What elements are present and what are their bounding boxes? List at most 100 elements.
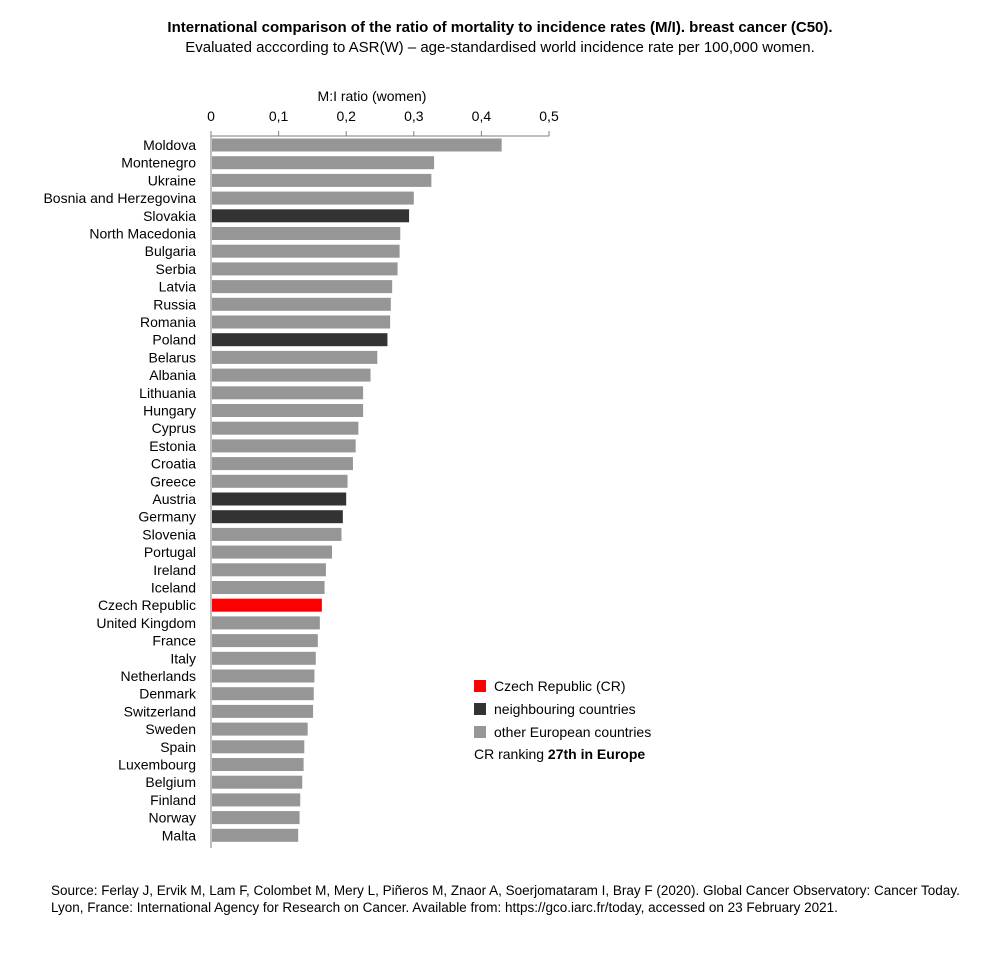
bar bbox=[212, 828, 299, 842]
category-label: Iceland bbox=[151, 580, 196, 596]
bar bbox=[212, 173, 432, 187]
category-label: Belgium bbox=[145, 774, 196, 790]
bar bbox=[212, 227, 401, 240]
bar bbox=[212, 421, 359, 435]
legend-item-other: other European countries bbox=[474, 720, 651, 743]
bar bbox=[212, 634, 318, 648]
category-label: Belarus bbox=[149, 349, 196, 365]
bar bbox=[212, 598, 322, 612]
category-label: Sweden bbox=[145, 721, 196, 737]
category-label: Czech Republic bbox=[98, 597, 196, 613]
x-axis-title: M:I ratio (women) bbox=[318, 88, 427, 104]
category-label: Ireland bbox=[153, 562, 196, 578]
category-label: Montenegro bbox=[121, 155, 196, 171]
bar bbox=[212, 811, 300, 825]
category-label: Albania bbox=[149, 367, 196, 383]
category-label: Austria bbox=[152, 491, 196, 507]
category-label: Ukraine bbox=[148, 172, 196, 188]
bar bbox=[212, 191, 414, 205]
category-label: Malta bbox=[162, 827, 196, 843]
category-label: Lithuania bbox=[139, 385, 196, 401]
bar bbox=[212, 651, 316, 665]
bar bbox=[212, 510, 343, 524]
category-label: Germany bbox=[138, 509, 196, 525]
legend-item-cr: Czech Republic (CR) bbox=[474, 674, 651, 697]
bar bbox=[212, 368, 371, 382]
bar bbox=[212, 209, 410, 223]
bar bbox=[212, 404, 364, 417]
bar bbox=[212, 297, 391, 311]
category-label: Greece bbox=[150, 473, 196, 489]
category-label: Serbia bbox=[156, 261, 197, 277]
bar bbox=[212, 244, 400, 258]
category-label: France bbox=[152, 633, 196, 649]
bar bbox=[212, 474, 348, 488]
chart-title: International comparison of the ratio of… bbox=[167, 19, 833, 36]
category-label: Russia bbox=[153, 296, 196, 312]
category-label: Switzerland bbox=[124, 703, 196, 719]
category-label: Croatia bbox=[151, 456, 196, 472]
category-label: Moldova bbox=[143, 137, 196, 153]
category-label: Romania bbox=[140, 314, 196, 330]
x-tick-label: 0,3 bbox=[404, 108, 424, 124]
bar bbox=[212, 775, 303, 789]
cr-ranking-prefix: CR ranking bbox=[474, 746, 548, 762]
legend-label-cr: Czech Republic (CR) bbox=[494, 677, 626, 694]
bar bbox=[212, 457, 353, 471]
bar bbox=[212, 315, 391, 329]
bar bbox=[212, 669, 315, 683]
chart-subtitle: Evaluated acccording to ASR(W) – age-sta… bbox=[185, 39, 815, 56]
category-label: Cyprus bbox=[152, 420, 196, 436]
category-label: Estonia bbox=[149, 438, 196, 454]
legend-swatch-neighbouring bbox=[474, 702, 486, 715]
bar bbox=[212, 527, 342, 541]
bar bbox=[212, 581, 325, 594]
category-label: Denmark bbox=[139, 686, 197, 702]
category-label: Slovakia bbox=[143, 208, 196, 224]
bar bbox=[212, 793, 301, 807]
bar bbox=[212, 616, 320, 630]
bar bbox=[212, 722, 308, 736]
category-label: United Kingdom bbox=[96, 615, 196, 631]
bar bbox=[212, 156, 435, 170]
bar bbox=[212, 138, 502, 152]
bar bbox=[212, 740, 305, 754]
legend-swatch-other bbox=[474, 725, 486, 738]
bar-chart: M:I ratio (women) 0 0,1 0,2 0,3 0,4 0,5 Moldova… bbox=[43, 88, 559, 848]
category-label: Bulgaria bbox=[145, 243, 197, 259]
category-label: Portugal bbox=[144, 544, 196, 560]
legend-label-neighbouring: neighbouring countries bbox=[494, 700, 636, 717]
category-label: Netherlands bbox=[121, 668, 197, 684]
category-label: Bosnia and Herzegovina bbox=[43, 190, 196, 206]
bar bbox=[212, 333, 388, 347]
x-tick-label: 0,5 bbox=[539, 108, 559, 124]
category-label: Italy bbox=[170, 650, 196, 666]
x-tick-label: 0,1 bbox=[269, 108, 289, 124]
category-label: Luxembourg bbox=[118, 757, 196, 773]
bar bbox=[212, 704, 314, 718]
bar bbox=[212, 280, 393, 294]
x-tick-label: 0,2 bbox=[336, 108, 356, 124]
bar bbox=[212, 563, 326, 577]
cr-ranking-value: 27th in Europe bbox=[547, 746, 646, 762]
cr-ranking: CR ranking 27th in Europe bbox=[474, 743, 651, 766]
bar bbox=[212, 350, 378, 364]
bar bbox=[212, 386, 364, 400]
source-note: Source: Ferlay J, Ervik M, Lam F, Colomb… bbox=[51, 883, 960, 915]
category-label: Hungary bbox=[143, 403, 196, 419]
x-tick-label: 0,4 bbox=[472, 108, 492, 124]
category-label: Slovenia bbox=[142, 526, 196, 542]
category-label: Norway bbox=[149, 810, 196, 826]
legend-label-other: other European countries bbox=[494, 723, 652, 740]
title-block: International comparison of the ratio of… bbox=[0, 18, 1000, 58]
bar bbox=[212, 492, 347, 506]
bar bbox=[212, 687, 314, 701]
category-label: Poland bbox=[152, 332, 196, 348]
bar bbox=[212, 439, 356, 453]
bar bbox=[212, 545, 333, 559]
bar bbox=[212, 758, 304, 771]
category-label: Latvia bbox=[159, 279, 197, 295]
legend-item-neighbouring: neighbouring countries bbox=[474, 697, 651, 720]
legend: Czech Republic (CR) neighbouring countri… bbox=[474, 674, 651, 766]
category-label: Finland bbox=[150, 792, 196, 808]
